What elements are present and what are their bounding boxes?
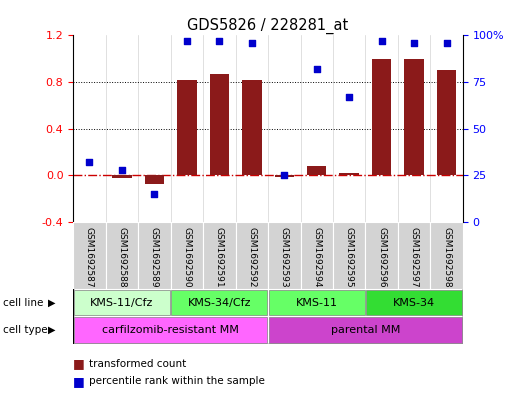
Text: GSM1692591: GSM1692591 — [215, 228, 224, 288]
Point — [345, 94, 354, 100]
Bar — [235, 222, 268, 289]
Text: GSM1692588: GSM1692588 — [118, 228, 127, 288]
Bar — [74, 318, 267, 343]
Bar — [138, 222, 170, 289]
Text: carfilzomib-resistant MM: carfilzomib-resistant MM — [102, 325, 239, 335]
Bar — [268, 222, 301, 289]
Bar — [106, 222, 138, 289]
Text: GSM1692587: GSM1692587 — [85, 228, 94, 288]
Point — [118, 167, 126, 173]
Bar — [112, 175, 132, 178]
Text: parental MM: parental MM — [331, 325, 400, 335]
Bar — [145, 175, 164, 184]
Bar — [430, 222, 463, 289]
Text: GSM1692589: GSM1692589 — [150, 228, 159, 288]
Point — [85, 159, 94, 165]
Bar — [242, 80, 262, 175]
Bar — [372, 59, 391, 175]
Title: GDS5826 / 228281_at: GDS5826 / 228281_at — [187, 18, 349, 34]
Text: KMS-11: KMS-11 — [295, 298, 338, 308]
Bar — [437, 70, 457, 175]
Point — [183, 38, 191, 44]
Bar — [171, 290, 267, 315]
Bar — [301, 222, 333, 289]
Text: ■: ■ — [73, 357, 89, 370]
Bar — [275, 175, 294, 176]
Text: percentile rank within the sample: percentile rank within the sample — [89, 376, 265, 386]
Point — [378, 38, 386, 44]
Point — [280, 172, 289, 178]
Bar — [307, 166, 326, 175]
Text: GSM1692594: GSM1692594 — [312, 228, 321, 288]
Bar — [366, 290, 462, 315]
Point — [410, 40, 418, 46]
Point — [247, 40, 256, 46]
Text: GSM1692592: GSM1692592 — [247, 228, 256, 288]
Text: transformed count: transformed count — [89, 358, 186, 369]
Text: ▶: ▶ — [48, 298, 55, 308]
Text: GSM1692595: GSM1692595 — [345, 228, 354, 288]
Text: GSM1692598: GSM1692598 — [442, 228, 451, 288]
Point — [215, 38, 223, 44]
Bar — [210, 74, 229, 175]
Bar — [74, 290, 170, 315]
Text: cell type: cell type — [3, 325, 47, 335]
Bar — [170, 222, 203, 289]
Text: GSM1692593: GSM1692593 — [280, 228, 289, 288]
Text: ■: ■ — [73, 375, 89, 388]
Text: GSM1692590: GSM1692590 — [183, 228, 191, 288]
Point — [442, 40, 451, 46]
Bar — [333, 222, 366, 289]
Bar — [203, 222, 235, 289]
Text: KMS-11/Cfz: KMS-11/Cfz — [90, 298, 154, 308]
Bar — [177, 80, 197, 175]
Bar — [269, 290, 365, 315]
Text: KMS-34/Cfz: KMS-34/Cfz — [188, 298, 251, 308]
Bar — [339, 173, 359, 175]
Point — [313, 66, 321, 72]
Point — [150, 191, 158, 197]
Bar — [73, 222, 106, 289]
Bar — [366, 222, 398, 289]
Bar — [398, 222, 430, 289]
Text: ▶: ▶ — [48, 325, 55, 335]
Text: GSM1692597: GSM1692597 — [410, 228, 418, 288]
Bar — [404, 59, 424, 175]
Text: KMS-34: KMS-34 — [393, 298, 435, 308]
Text: cell line: cell line — [3, 298, 43, 308]
Text: GSM1692596: GSM1692596 — [377, 228, 386, 288]
Bar — [269, 318, 462, 343]
